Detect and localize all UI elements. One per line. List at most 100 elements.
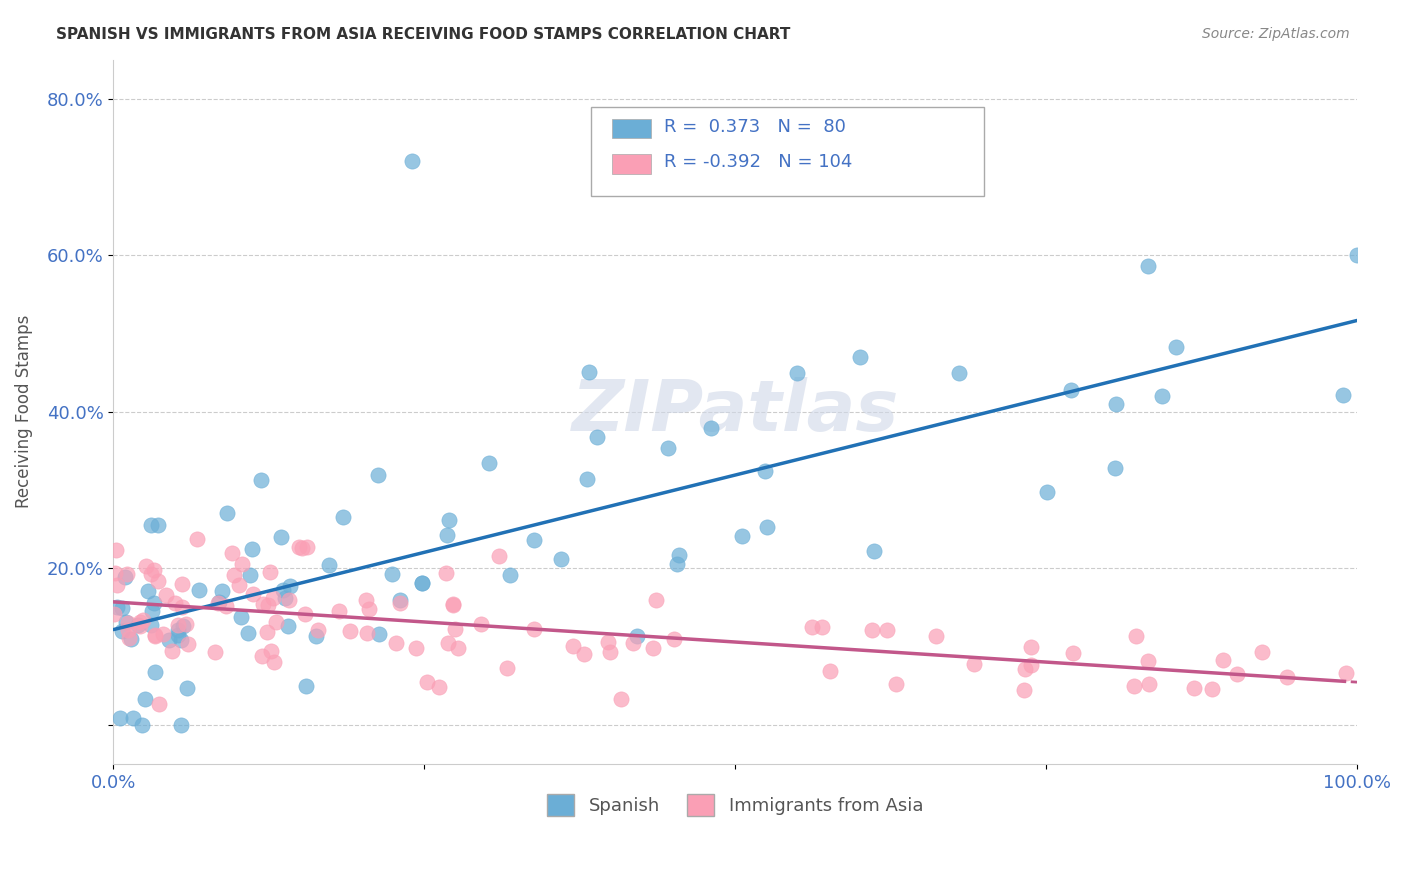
Point bbox=[1212, 653, 1234, 667]
Point bbox=[427, 681, 450, 695]
Point bbox=[294, 607, 316, 621]
Point bbox=[848, 350, 870, 364]
Point bbox=[207, 596, 229, 610]
Point bbox=[143, 628, 166, 642]
Point bbox=[523, 622, 546, 636]
Point bbox=[1251, 645, 1274, 659]
Point bbox=[444, 622, 467, 636]
Point bbox=[332, 510, 354, 524]
Point bbox=[111, 624, 134, 638]
Point bbox=[599, 645, 621, 659]
Point bbox=[415, 674, 437, 689]
Point bbox=[1182, 681, 1205, 695]
Point bbox=[884, 677, 907, 691]
Point bbox=[105, 578, 128, 592]
Point bbox=[260, 644, 283, 658]
Point bbox=[860, 623, 883, 637]
Point bbox=[155, 588, 177, 602]
Point bbox=[1331, 388, 1354, 402]
Point bbox=[754, 464, 776, 478]
Point bbox=[1122, 679, 1144, 693]
Point bbox=[166, 617, 188, 632]
Text: ZIPatlas: ZIPatlas bbox=[572, 377, 898, 446]
Point bbox=[1137, 653, 1160, 667]
Point bbox=[108, 711, 131, 725]
Point bbox=[572, 647, 595, 661]
Point bbox=[166, 628, 188, 642]
Point bbox=[114, 570, 136, 584]
Point bbox=[307, 623, 329, 637]
Y-axis label: Receiving Food Stamps: Receiving Food Stamps bbox=[15, 315, 32, 508]
Point bbox=[118, 632, 141, 646]
Point bbox=[668, 549, 690, 563]
Point bbox=[238, 625, 260, 640]
Point bbox=[1059, 384, 1081, 398]
Point bbox=[1104, 460, 1126, 475]
Point bbox=[356, 626, 378, 640]
Point bbox=[1125, 629, 1147, 643]
Point bbox=[1201, 682, 1223, 697]
Point bbox=[146, 574, 169, 589]
Point bbox=[862, 544, 884, 558]
Point bbox=[152, 627, 174, 641]
Point bbox=[657, 441, 679, 455]
Point bbox=[172, 618, 194, 632]
Point bbox=[1275, 670, 1298, 684]
Point bbox=[447, 641, 470, 656]
Point bbox=[128, 615, 150, 629]
Point bbox=[522, 533, 544, 547]
Point bbox=[948, 366, 970, 380]
Point bbox=[138, 584, 160, 599]
Point bbox=[1105, 397, 1128, 411]
Point bbox=[252, 597, 274, 611]
Point bbox=[586, 429, 609, 443]
Point bbox=[270, 530, 292, 544]
Point bbox=[139, 617, 162, 632]
Point bbox=[731, 529, 754, 543]
Point bbox=[295, 540, 318, 554]
Point bbox=[141, 566, 163, 581]
Point bbox=[177, 637, 200, 651]
Legend: Spanish, Immigrants from Asia: Spanish, Immigrants from Asia bbox=[538, 785, 932, 825]
Point bbox=[610, 692, 633, 706]
Point bbox=[240, 541, 263, 556]
Point bbox=[121, 711, 143, 725]
Point bbox=[131, 717, 153, 731]
Point bbox=[626, 629, 648, 643]
Point bbox=[1062, 646, 1084, 660]
Point bbox=[561, 639, 583, 653]
Point bbox=[1019, 640, 1042, 655]
Point bbox=[305, 629, 328, 643]
Point bbox=[204, 645, 226, 659]
Point bbox=[186, 532, 208, 546]
Point bbox=[273, 582, 295, 597]
Point bbox=[143, 629, 166, 643]
Point bbox=[488, 549, 510, 564]
Point bbox=[274, 591, 297, 605]
Point bbox=[499, 568, 522, 582]
Point bbox=[187, 582, 209, 597]
Point bbox=[105, 600, 128, 615]
Point bbox=[818, 664, 841, 678]
Point bbox=[1334, 665, 1357, 680]
Point bbox=[172, 577, 194, 591]
Point bbox=[170, 599, 193, 614]
Point bbox=[131, 614, 153, 628]
Point bbox=[242, 587, 264, 601]
Point bbox=[1136, 259, 1159, 273]
Point bbox=[575, 473, 598, 487]
Point bbox=[411, 575, 433, 590]
Point bbox=[208, 595, 231, 609]
Point bbox=[256, 624, 278, 639]
Point bbox=[367, 627, 389, 641]
Point bbox=[224, 567, 246, 582]
Point bbox=[262, 591, 284, 605]
Point bbox=[165, 596, 187, 610]
Point bbox=[437, 513, 460, 527]
Point bbox=[339, 624, 361, 639]
Point bbox=[277, 618, 299, 632]
Point bbox=[259, 565, 281, 579]
Point bbox=[1014, 683, 1036, 698]
Point bbox=[231, 557, 253, 571]
Point bbox=[1137, 677, 1160, 691]
